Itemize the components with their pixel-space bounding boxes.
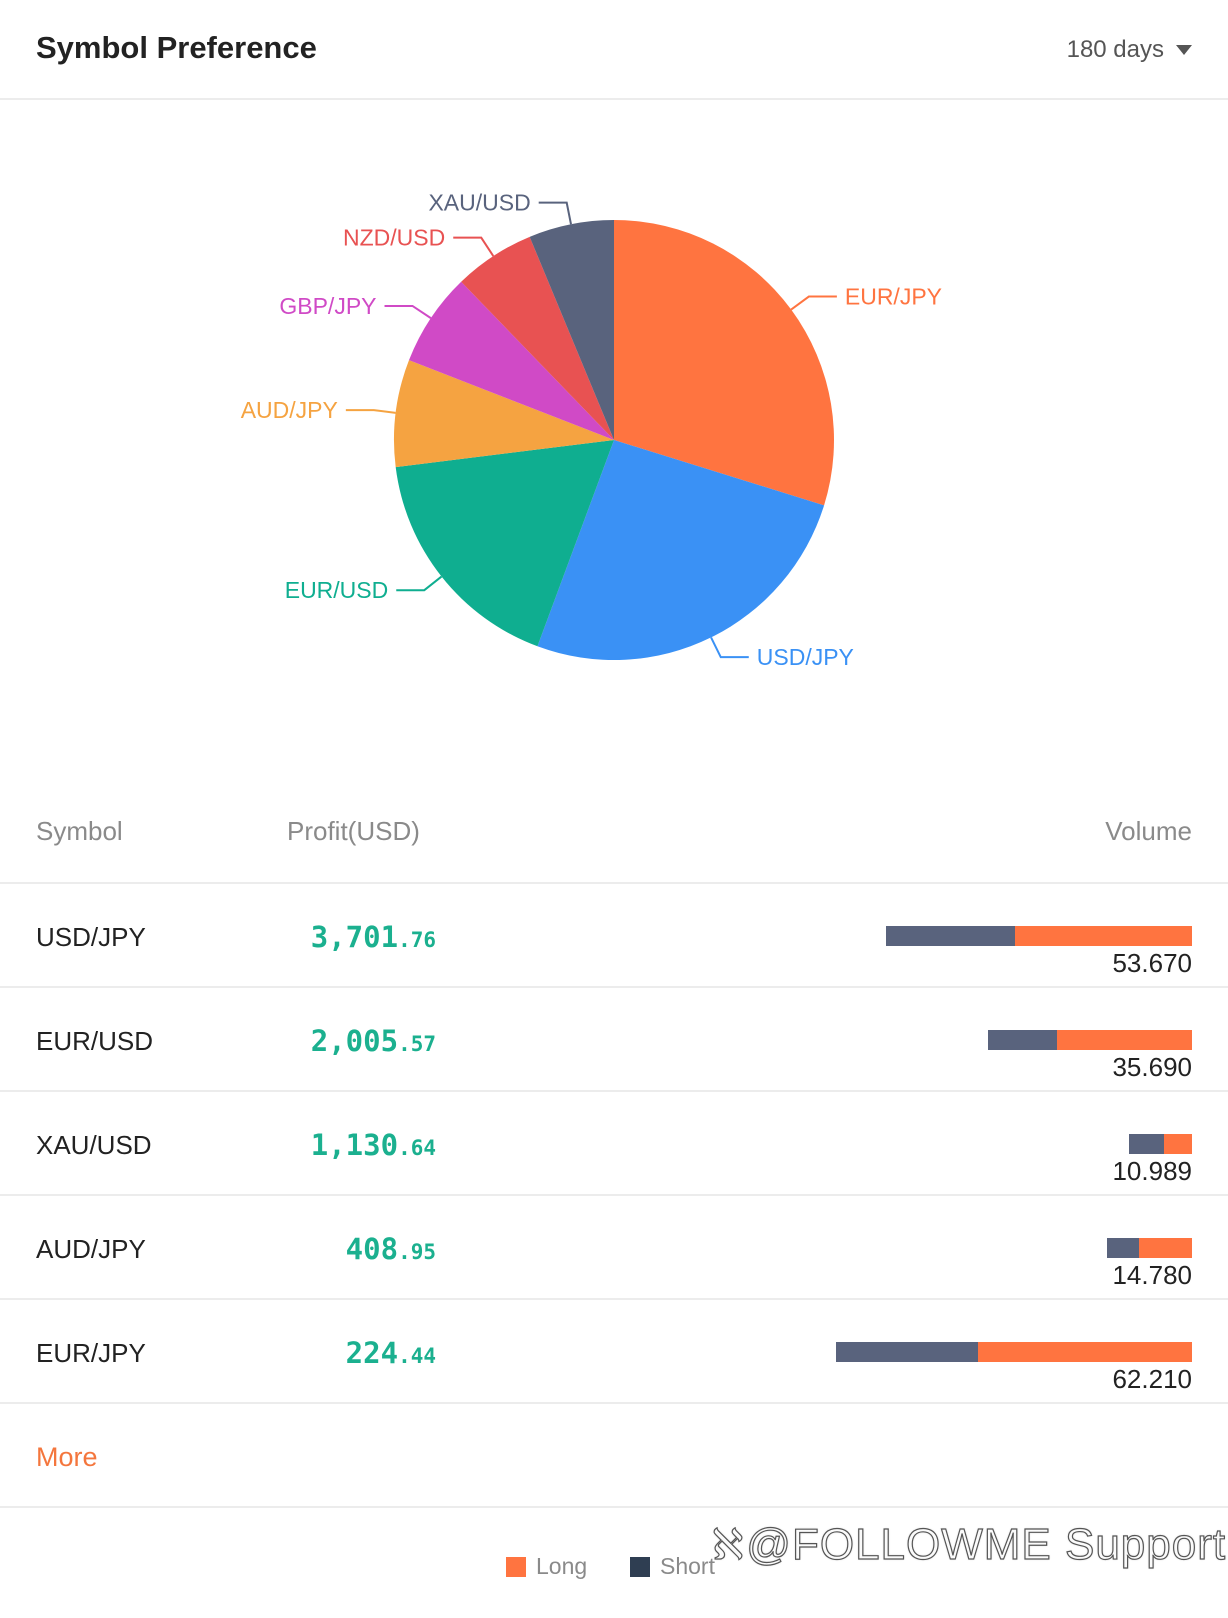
- row-volume: 14.780: [1112, 1260, 1192, 1290]
- volume-short-segment: [836, 1342, 978, 1362]
- table-row[interactable]: USD/JPY 3,701.76 53.670: [0, 884, 1228, 988]
- header-volume: Volume: [1105, 816, 1192, 846]
- row-profit: 2,005.57: [311, 1024, 436, 1058]
- pie-leader-line: [396, 575, 443, 592]
- volume-bar: [1107, 1238, 1192, 1258]
- pie-label: GBP/JPY: [279, 293, 376, 319]
- volume-short-segment: [886, 926, 1015, 946]
- row-volume: 53.670: [1112, 948, 1192, 978]
- profit-integer: 408: [345, 1232, 399, 1266]
- row-profit: 408.95: [346, 1232, 436, 1266]
- row-volume: 62.210: [1112, 1364, 1192, 1394]
- pie-leader-line: [384, 304, 432, 319]
- volume-bar: [1129, 1134, 1192, 1154]
- pie-leader-line: [790, 295, 837, 311]
- pie-svg: EUR/JPY USD/JPY EUR/USD AUD/JPY GBP/JPY NZD/U…: [241, 190, 942, 671]
- legend-short-label: Short: [660, 1553, 715, 1579]
- pie-leader-line: [453, 236, 495, 257]
- row-symbol: AUD/JPY: [36, 1234, 146, 1264]
- watermark-text: @FOLLOWME Support: [746, 1519, 1227, 1569]
- pie-label: USD/JPY: [757, 644, 854, 670]
- profit-decimal: .64: [398, 1136, 436, 1160]
- weibo-icon: ℵ: [711, 1520, 745, 1568]
- volume-bar: [886, 926, 1192, 946]
- pie-leader-line: [538, 201, 572, 225]
- pie-slice-usd-jpy[interactable]: [537, 440, 825, 661]
- pie-slice-eur-usd[interactable]: [395, 440, 614, 647]
- long-swatch: [506, 1556, 526, 1577]
- symbol-pie-chart: EUR/JPY USD/JPY EUR/USD AUD/JPY GBP/JPY NZD/U…: [0, 100, 1228, 740]
- volume-long-segment: [1139, 1238, 1192, 1258]
- row-profit: 1,130.64: [311, 1128, 436, 1162]
- card-header: Symbol Preference 180 days: [0, 0, 1228, 100]
- profit-integer: 2,005: [310, 1024, 399, 1058]
- pie-label: AUD/JPY: [241, 397, 338, 423]
- pie-leader-line: [710, 636, 749, 659]
- volume-long-segment: [1057, 1030, 1192, 1050]
- pie-label: EUR/JPY: [845, 284, 942, 310]
- profit-decimal: .57: [398, 1032, 436, 1056]
- table-row[interactable]: XAU/USD 1,130.64 10.989: [0, 1092, 1228, 1196]
- volume-bar: [988, 1030, 1192, 1050]
- table-row[interactable]: EUR/USD 2,005.57 35.690: [0, 988, 1228, 1092]
- pie-slice-nzd-usd[interactable]: [461, 236, 614, 440]
- profit-decimal: .44: [398, 1344, 436, 1368]
- watermark: ℵ@FOLLOWME Support: [711, 1519, 1227, 1570]
- short-swatch: [630, 1556, 650, 1577]
- pie-label: EUR/USD: [285, 577, 389, 603]
- pie-slice-eur-jpy[interactable]: [614, 220, 834, 506]
- volume-short-segment: [1129, 1134, 1164, 1154]
- row-profit: 224.44: [346, 1336, 436, 1370]
- row-volume: 10.989: [1112, 1156, 1192, 1186]
- row-symbol: USD/JPY: [36, 922, 146, 952]
- symbol-table: USD/JPY 3,701.76 53.670 EUR/USD 2,005.57…: [0, 884, 1228, 1404]
- volume-legend: Long Short: [0, 1545, 1228, 1595]
- volume-long-segment: [978, 1342, 1192, 1362]
- row-profit: 3,701.76: [311, 920, 436, 954]
- header-profit: Profit(USD): [287, 816, 420, 846]
- legend-long[interactable]: Long: [506, 1553, 587, 1580]
- table-row[interactable]: AUD/JPY 408.95 14.780: [0, 1196, 1228, 1300]
- pie-slice-aud-jpy[interactable]: [393, 360, 614, 468]
- pie-label: XAU/USD: [428, 190, 530, 216]
- more-link[interactable]: More: [36, 1442, 98, 1472]
- caret-down-icon: [1176, 45, 1192, 55]
- pie-slice-xau-usd[interactable]: [529, 220, 614, 440]
- volume-long-segment: [1164, 1134, 1192, 1154]
- legend-short[interactable]: Short: [630, 1553, 715, 1580]
- row-symbol: XAU/USD: [36, 1130, 152, 1160]
- period-dropdown[interactable]: 180 days: [1067, 36, 1192, 64]
- header-symbol: Symbol: [36, 816, 123, 846]
- pie-leader-line: [345, 409, 396, 414]
- more-row: More: [0, 1404, 1228, 1508]
- pie-slice-gbp-jpy[interactable]: [408, 281, 614, 440]
- volume-long-segment: [1015, 926, 1192, 946]
- profit-integer: 224: [345, 1336, 399, 1370]
- row-symbol: EUR/JPY: [36, 1338, 146, 1368]
- volume-bar: [836, 1342, 1192, 1362]
- page-title: Symbol Preference: [36, 30, 317, 65]
- table-header: Symbol Profit(USD) Volume: [0, 790, 1228, 884]
- period-label: 180 days: [1066, 36, 1164, 63]
- pie-label: NZD/USD: [343, 225, 445, 251]
- legend-long-label: Long: [536, 1553, 588, 1579]
- profit-decimal: .76: [398, 928, 436, 952]
- volume-short-segment: [1107, 1238, 1139, 1258]
- profit-decimal: .95: [398, 1240, 436, 1264]
- row-volume: 35.690: [1112, 1052, 1192, 1082]
- volume-short-segment: [988, 1030, 1057, 1050]
- table-row[interactable]: EUR/JPY 224.44 62.210: [0, 1300, 1228, 1404]
- profit-integer: 3,701: [310, 920, 399, 954]
- row-symbol: EUR/USD: [36, 1026, 154, 1056]
- profit-integer: 1,130: [310, 1128, 399, 1162]
